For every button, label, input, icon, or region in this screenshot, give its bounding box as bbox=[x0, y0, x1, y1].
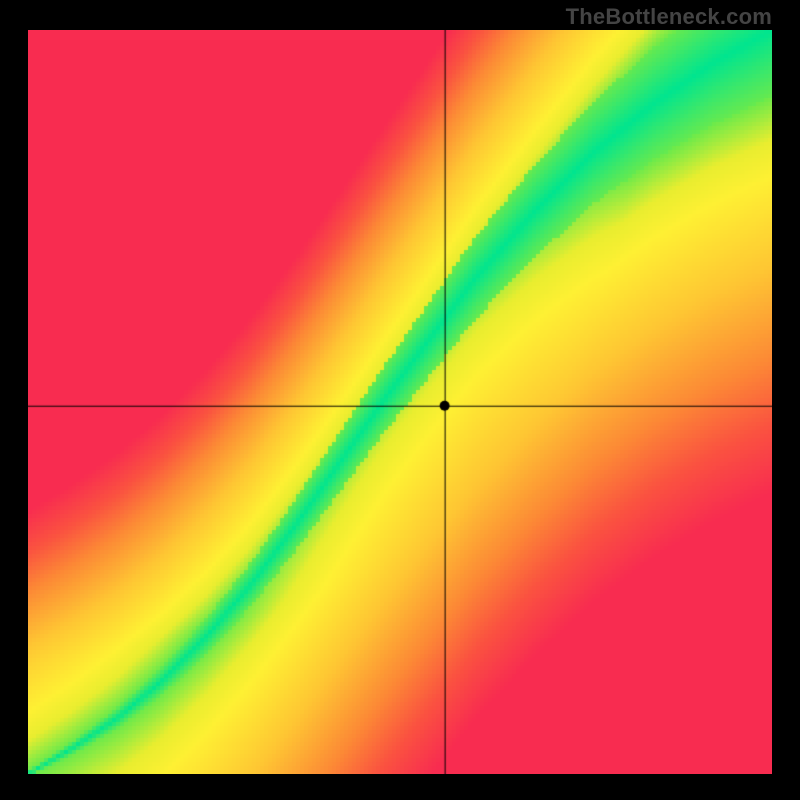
heatmap-plot bbox=[28, 30, 772, 774]
chart-container: TheBottleneck.com bbox=[0, 0, 800, 800]
heatmap-canvas bbox=[28, 30, 772, 774]
watermark-text: TheBottleneck.com bbox=[566, 4, 772, 30]
